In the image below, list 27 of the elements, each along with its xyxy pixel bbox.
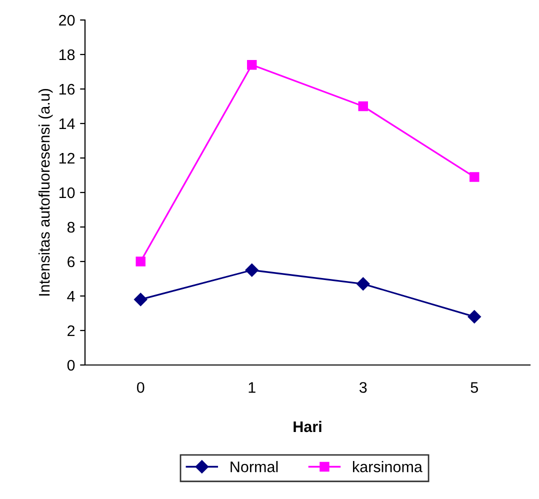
point <box>470 172 480 182</box>
point <box>356 277 370 291</box>
point <box>245 264 258 277</box>
point <box>136 256 146 266</box>
point <box>247 60 257 70</box>
y-tick-label: 16 <box>59 84 75 95</box>
x-tick-label: 0 <box>136 382 144 393</box>
y-tick-label: 18 <box>59 49 75 60</box>
y-tick-label: 8 <box>67 222 75 233</box>
y-tick-label: 20 <box>59 14 75 26</box>
point <box>468 310 481 324</box>
x-axis-title: Hari <box>294 420 322 432</box>
y-axis-title: Intensitas autofluoresensi (a.u) <box>38 88 53 296</box>
x-tick-label: 1 <box>248 382 256 393</box>
legend-label: karsinoma <box>353 461 422 472</box>
y-tick-label: 4 <box>67 291 75 302</box>
y-tick-label: 6 <box>68 256 75 268</box>
x-tick-label: 5 <box>470 382 478 393</box>
point <box>134 292 148 306</box>
point <box>358 101 368 112</box>
y-tick-label: 0 <box>67 360 75 371</box>
legend-label: Normal <box>230 461 278 472</box>
y-tick-label: 10 <box>59 187 75 198</box>
y-tick-label: 14 <box>59 118 75 130</box>
x-tick-label: 3 <box>359 382 367 393</box>
y-tick-label: 2 <box>68 325 75 336</box>
y-tick-label: 12 <box>59 152 75 164</box>
